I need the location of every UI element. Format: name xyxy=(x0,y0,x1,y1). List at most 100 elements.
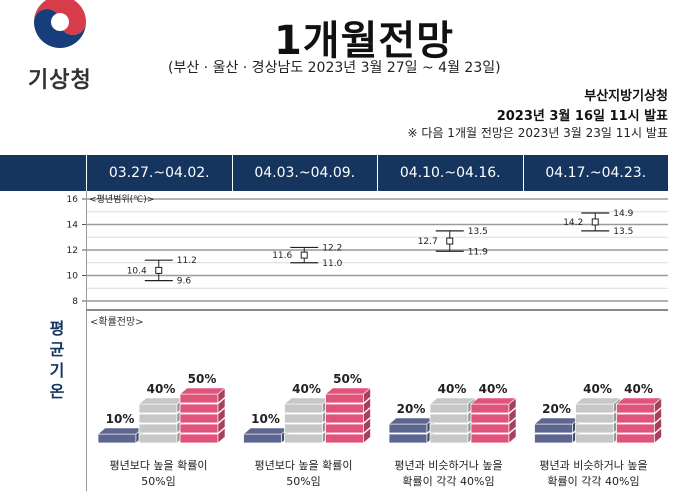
probability-block-top xyxy=(470,397,517,405)
description-line: 평년보다 높을 확률이 xyxy=(254,459,353,472)
probability-value-label: 40% xyxy=(438,382,467,396)
probability-block xyxy=(179,433,219,444)
range-high-label: 13.5 xyxy=(468,227,488,237)
probability-block xyxy=(575,433,614,444)
period-header-3: 04.10.~04.16. xyxy=(377,155,523,191)
range-mean-label: 12.7 xyxy=(418,237,438,247)
probability-block xyxy=(575,423,614,434)
probability-block xyxy=(388,423,428,434)
probability-block xyxy=(284,403,323,414)
range-mean-marker xyxy=(446,237,454,245)
probability-block xyxy=(470,433,510,444)
probability-block-side xyxy=(217,397,226,414)
row-label-avg-temp: 평균기온 xyxy=(49,319,65,401)
description-line: 평년보다 높을 확률이 xyxy=(109,459,208,472)
probability-block xyxy=(138,413,178,424)
description-line: 50%임 xyxy=(141,475,176,488)
probability-description-1: 평년보다 높을 확률이 50%임 xyxy=(86,458,231,490)
probability-block-side xyxy=(654,427,662,444)
probability-block-side xyxy=(363,417,371,434)
probability-block-top xyxy=(388,417,435,425)
probability-block-top xyxy=(179,387,226,395)
probability-value-label: 50% xyxy=(333,372,362,386)
probability-block-top xyxy=(574,397,622,405)
description-line: 확률이 각각 40%임 xyxy=(402,475,495,488)
issuer-block: 부산지방기상청 2023년 3월 16일 11시 발표 xyxy=(497,87,668,127)
probability-block xyxy=(470,423,510,434)
next-issue-notice: ※ 다음 1개월 전망은 2023년 3월 23일 11시 발표 xyxy=(407,126,668,140)
probability-block xyxy=(616,423,655,434)
probability-block xyxy=(534,433,573,444)
range-high-label: 11.2 xyxy=(177,256,197,266)
range-low-label: 11.9 xyxy=(468,247,488,257)
range-mean-label: 10.4 xyxy=(127,266,147,276)
issue-date: 2023년 3월 16일 11시 발표 xyxy=(496,109,668,124)
probability-block xyxy=(284,423,323,434)
range-mean-label: 14.2 xyxy=(563,218,583,228)
probability-block xyxy=(388,433,428,444)
probability-block xyxy=(470,403,510,414)
probability-block xyxy=(284,433,323,444)
probability-caption: <확률전망> xyxy=(90,317,144,328)
probability-block-side xyxy=(654,417,662,434)
period-header-1: 03.27.~04.02. xyxy=(86,155,232,191)
probability-block-side xyxy=(217,427,226,444)
probability-block-side xyxy=(508,417,517,434)
description-line: 평년과 비슷하거나 높을 xyxy=(394,459,503,472)
probability-block xyxy=(470,413,510,424)
range-mean-marker xyxy=(300,251,308,259)
range-mean-marker xyxy=(591,218,599,226)
probability-block xyxy=(534,423,573,434)
probability-description-4: 평년과 비슷하거나 높을 확률이 각각 40%임 xyxy=(521,458,666,490)
page-title: 1개월전망 xyxy=(273,18,455,64)
probability-block-side xyxy=(217,407,226,424)
probability-block xyxy=(616,413,655,424)
probability-value-label: 40% xyxy=(624,382,653,396)
range-chart-title: <평년범위(℃)> xyxy=(89,194,154,205)
probability-block xyxy=(138,423,178,434)
header-spacer xyxy=(0,155,86,191)
probability-block xyxy=(138,433,178,444)
probability-block-top xyxy=(138,397,185,405)
description-line: 확률이 각각 40%임 xyxy=(547,475,640,488)
range-high-label: 14.9 xyxy=(613,209,633,219)
probability-value-label: 20% xyxy=(397,402,426,416)
range-low-label: 13.5 xyxy=(613,227,633,237)
range-high-label: 12.2 xyxy=(322,243,342,253)
probability-block-top xyxy=(533,417,581,425)
period-header-4: 04.17.~04.23. xyxy=(522,155,669,191)
probability-block xyxy=(616,433,655,444)
probability-value-label: 20% xyxy=(542,402,571,416)
probability-block xyxy=(325,433,364,444)
probability-block xyxy=(179,393,219,404)
probability-block-side xyxy=(363,407,371,424)
period-header: 03.27.~04.02. 04.03.~04.09. 04.10.~04.16… xyxy=(0,155,668,191)
probability-block xyxy=(429,423,469,434)
probability-block xyxy=(616,403,655,414)
probability-block xyxy=(575,403,614,414)
probability-value-label: 40% xyxy=(479,382,508,396)
probability-value-label: 40% xyxy=(147,382,176,396)
probability-description-2: 평년보다 높을 확률이 50%임 xyxy=(231,458,376,490)
y-tick-label: 12 xyxy=(67,246,78,256)
probability-block xyxy=(179,403,219,414)
probability-chart: 10% 40% 50% 10% 40% 50% 20% 40% 40% 20% 40% 40% xyxy=(97,372,663,444)
probability-block xyxy=(284,413,323,424)
description-line: 평년과 비슷하거나 높을 xyxy=(539,459,648,472)
range-mean-label: 11.6 xyxy=(272,251,292,261)
probability-block xyxy=(138,403,178,414)
probability-block-top xyxy=(324,387,372,395)
logo-text: 기상청 xyxy=(28,68,92,93)
probability-block-side xyxy=(508,427,517,444)
probability-block-top xyxy=(97,427,144,435)
probability-block xyxy=(243,433,282,444)
probability-block xyxy=(179,423,219,434)
probability-block-side xyxy=(654,407,662,424)
probability-block xyxy=(575,413,614,424)
probability-block xyxy=(325,393,364,404)
probability-block-top xyxy=(283,397,331,405)
probability-block xyxy=(179,413,219,424)
y-tick-label: 10 xyxy=(67,272,79,282)
probability-value-label: 10% xyxy=(106,412,135,426)
range-low-label: 9.6 xyxy=(177,277,192,287)
